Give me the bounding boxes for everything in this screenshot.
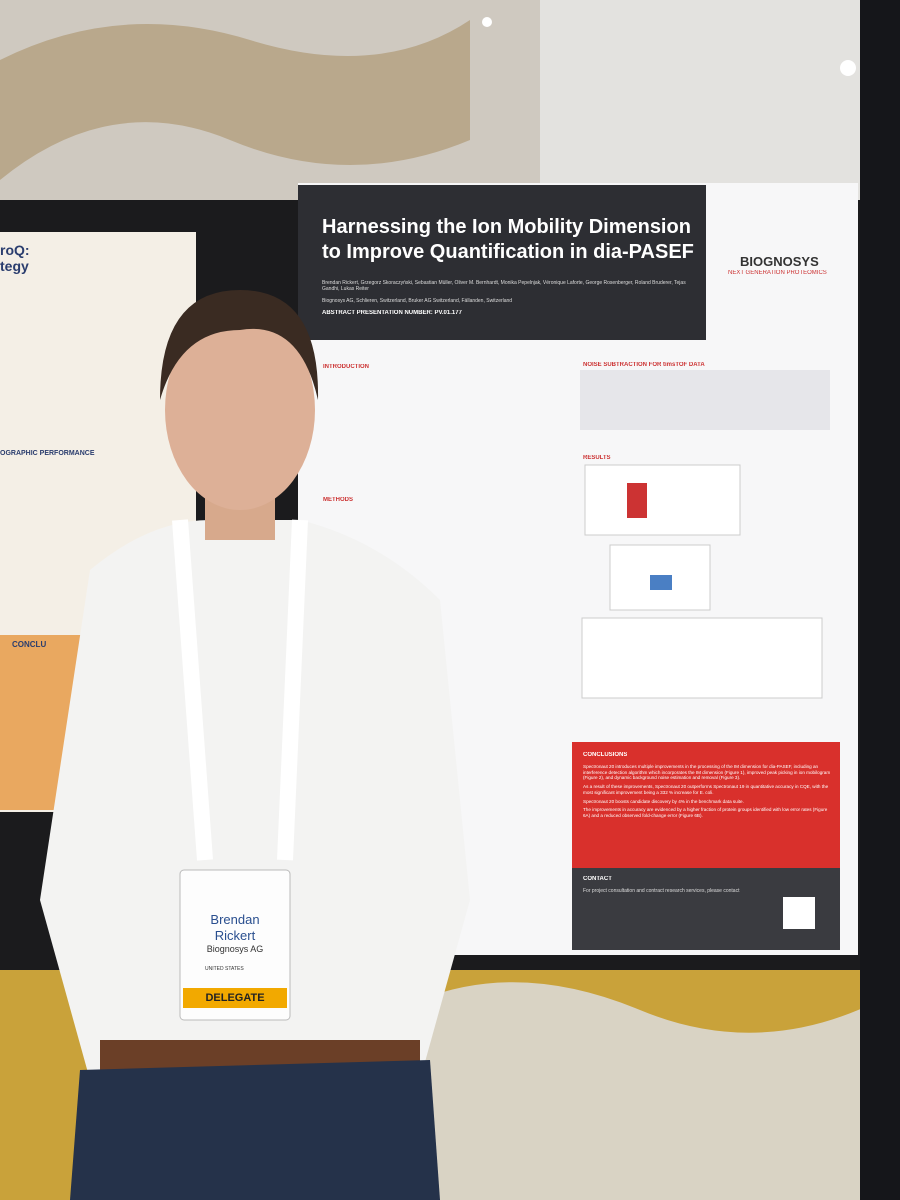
trousers bbox=[70, 1060, 440, 1200]
poster-header bbox=[298, 185, 706, 340]
badge-role: DELEGATE bbox=[205, 992, 265, 1004]
left-title: roQ: bbox=[0, 242, 30, 258]
badge bbox=[179, 869, 291, 1021]
shirt bbox=[40, 520, 470, 1080]
section-heading: NOISE SUBTRACTION FOR timsTOF DATA bbox=[583, 362, 705, 368]
authors: Brendan Rickert, Grzegorz Skoraczyński, … bbox=[322, 280, 686, 293]
lanyard bbox=[172, 519, 308, 861]
figure bbox=[580, 370, 830, 430]
conclusion-item: The improvements in accuracy are evidenc… bbox=[583, 807, 828, 819]
section-heading: CONTACT bbox=[583, 876, 612, 882]
left-subtitle: tegy bbox=[0, 258, 29, 274]
badge-role-bar bbox=[183, 988, 287, 1008]
title-line: to Improve Quantification in dia-PASEF bbox=[322, 241, 694, 263]
hair bbox=[160, 290, 319, 400]
badge-last-name: Rickert bbox=[214, 928, 256, 944]
left-heading: OGRAPHIC PERFORMANCE bbox=[0, 450, 95, 457]
light bbox=[840, 60, 856, 76]
conclusions-box bbox=[572, 742, 840, 868]
face bbox=[165, 310, 315, 510]
title-line: Harnessing the Ion Mobility Dimension bbox=[322, 216, 691, 238]
badge-name: Brendan Rickert bbox=[180, 912, 290, 945]
contact-text: For project consultation and contract re… bbox=[583, 888, 740, 894]
qr-code bbox=[783, 897, 815, 929]
brand-tagline: NEXT GENERATION PROTEOMICS bbox=[728, 270, 827, 276]
badge-company: Biognosys AG bbox=[206, 944, 264, 954]
section-heading: INTRODUCTION bbox=[323, 364, 369, 370]
section-heading: CONCLUSIONS bbox=[583, 752, 628, 758]
ceiling-wave bbox=[0, 20, 470, 180]
ceiling-right bbox=[540, 0, 900, 200]
figure bbox=[581, 617, 823, 699]
figure-box bbox=[650, 575, 672, 590]
section-heading: RESULTS bbox=[583, 455, 611, 461]
affiliation: Biognosys AG, Schlieren, Switzerland, Br… bbox=[322, 298, 513, 304]
left-heading: CONCLU bbox=[12, 640, 47, 649]
badge-country: UNITED STATES bbox=[205, 966, 244, 972]
board-post bbox=[860, 0, 900, 1200]
light bbox=[482, 17, 492, 27]
figure bbox=[584, 464, 741, 536]
conclusion-item: Spectronaut 20 introduces multiple impro… bbox=[583, 764, 831, 781]
brand: BIOGNOSYS bbox=[740, 254, 819, 269]
badge-first-name: Brendan bbox=[210, 912, 260, 927]
section-heading: METHODS bbox=[323, 497, 353, 503]
carpet-pattern bbox=[420, 982, 900, 1200]
abstract-number: ABSTRACT PRESENTATION NUMBER: PV.01.177 bbox=[322, 310, 462, 316]
poster-title: Harnessing the Ion Mobility Dimension to … bbox=[322, 215, 702, 265]
figure-box bbox=[627, 483, 647, 518]
conclusions-list: Spectronaut 20 introduces multiple impro… bbox=[583, 764, 833, 864]
conclusion-item: Spectronaut 20 boosts candidate discover… bbox=[583, 798, 744, 804]
conclusion-item: As a result of these improvements, Spect… bbox=[583, 784, 829, 795]
